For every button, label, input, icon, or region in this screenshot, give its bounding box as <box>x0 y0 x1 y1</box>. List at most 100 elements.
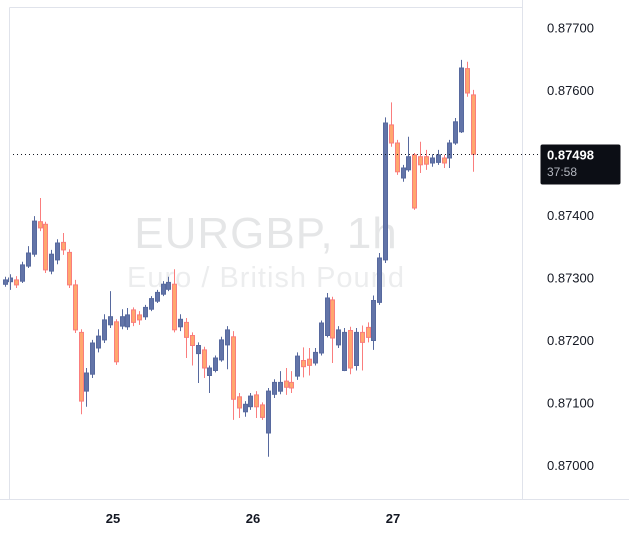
price-axis-label: 0.87300 <box>547 271 594 286</box>
candle-body <box>307 358 312 366</box>
candle <box>3 276 8 287</box>
pane-border <box>0 0 629 500</box>
candle-body <box>430 157 435 164</box>
candles-layer <box>3 59 476 457</box>
candle <box>213 355 218 373</box>
time-axis[interactable]: 25 26 27 <box>106 511 400 526</box>
candle-body <box>248 395 253 408</box>
candle <box>342 328 347 372</box>
price-axis-label: 0.87600 <box>547 83 594 98</box>
candle <box>453 118 458 145</box>
candle <box>360 325 365 371</box>
candle-body <box>202 349 207 369</box>
candle <box>61 233 66 255</box>
candle <box>178 314 183 332</box>
candle-body <box>231 336 236 400</box>
price-axis-label: 0.87200 <box>547 333 594 348</box>
candle <box>289 371 294 393</box>
price-axis[interactable]: 0.87700 0.87600 0.87400 0.87300 0.87200 0.871… <box>547 21 594 474</box>
candle-body <box>43 223 48 271</box>
candle-body <box>84 372 89 392</box>
candle-body <box>178 318 183 328</box>
candle <box>254 391 259 418</box>
candle <box>190 332 195 366</box>
candle <box>143 304 148 320</box>
candle-body <box>366 326 371 338</box>
candle-body <box>155 291 160 302</box>
candle-body <box>125 314 130 328</box>
candle-body <box>26 252 31 267</box>
candle <box>424 149 429 170</box>
candle <box>161 281 166 297</box>
time-axis-label: 27 <box>386 511 400 526</box>
candle-body <box>32 220 37 255</box>
candle <box>8 274 13 290</box>
candle-body <box>260 404 265 418</box>
candle-body <box>418 156 423 166</box>
candle-body <box>131 309 136 323</box>
candle-body <box>120 316 125 327</box>
candle <box>90 339 95 378</box>
candle-body <box>67 251 72 286</box>
candle-body <box>108 316 113 326</box>
candle <box>371 295 376 350</box>
candle <box>38 198 43 232</box>
candle-body <box>395 142 400 173</box>
candle-body <box>406 156 411 171</box>
candle <box>430 154 435 167</box>
candle <box>248 393 253 410</box>
candle <box>278 371 283 395</box>
candle-body <box>442 157 447 164</box>
candle-body <box>412 154 417 209</box>
candle <box>383 117 388 263</box>
candle <box>114 319 119 365</box>
candle <box>313 348 318 366</box>
candle <box>377 253 382 305</box>
candle-body <box>96 335 101 349</box>
candle <box>260 402 265 420</box>
price-axis-label: 0.87000 <box>547 458 594 473</box>
candle-body <box>301 360 306 368</box>
candle <box>418 141 423 173</box>
candle-body <box>284 380 289 388</box>
candle <box>401 164 406 182</box>
candle-body <box>49 253 54 272</box>
candle <box>301 347 306 378</box>
candle <box>55 239 60 265</box>
candle-body <box>254 394 259 408</box>
candle <box>102 314 107 343</box>
candle <box>96 329 101 353</box>
candle <box>412 153 417 210</box>
candle <box>447 139 452 168</box>
candle-body <box>219 339 224 361</box>
candle-body <box>401 167 406 179</box>
candle-body <box>325 297 330 336</box>
candle <box>20 261 25 283</box>
candle <box>137 311 142 325</box>
candle <box>67 249 72 288</box>
candle-body <box>149 298 154 310</box>
candle-body <box>3 279 8 285</box>
candle-body <box>213 357 218 371</box>
candle-body <box>184 321 189 338</box>
candle <box>319 320 324 356</box>
candle-body <box>272 381 277 395</box>
candle <box>348 326 353 375</box>
candle-body <box>143 306 148 318</box>
candle <box>295 352 300 380</box>
candle <box>32 216 37 257</box>
candle <box>389 102 394 147</box>
candle <box>272 379 277 398</box>
candle <box>325 293 330 338</box>
candle <box>266 388 271 457</box>
candle <box>108 291 113 328</box>
candle-body <box>360 331 365 343</box>
candle-body <box>102 319 107 341</box>
candle-body <box>389 124 394 144</box>
candle-body <box>289 381 294 389</box>
candle-body <box>330 299 335 339</box>
candle-body <box>319 322 324 354</box>
candle-body <box>465 68 470 94</box>
candle <box>26 246 31 268</box>
